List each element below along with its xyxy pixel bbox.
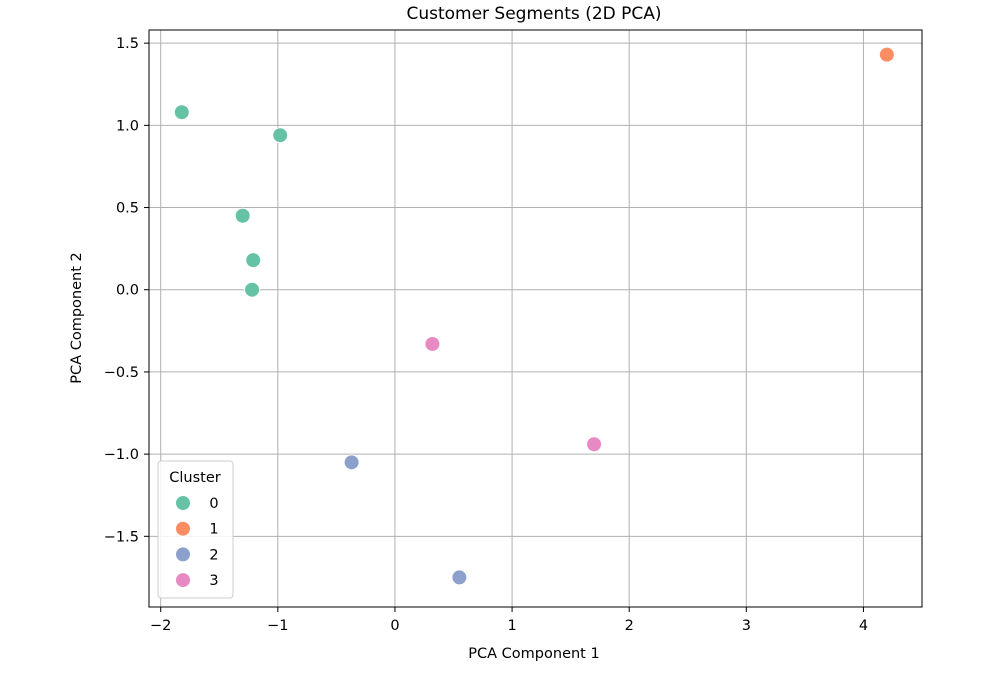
cluster-3-point — [586, 436, 603, 453]
cluster-0-point — [173, 104, 190, 121]
y-tick-label: −1.0 — [104, 447, 139, 463]
legend-label-1: 1 — [209, 522, 218, 538]
legend-box — [157, 460, 234, 599]
x-tick-label: −1 — [267, 618, 288, 634]
x-tick-label: 1 — [507, 618, 516, 634]
y-tick-label: −0.5 — [104, 365, 139, 381]
y-tick-label: 1.5 — [116, 36, 139, 52]
grid — [149, 30, 922, 607]
y-axis-label: PCA Component 2 — [69, 252, 85, 383]
chart-title: Customer Segments (2D PCA) — [406, 4, 661, 24]
legend-label-2: 2 — [209, 547, 218, 563]
x-tick-label: 4 — [859, 618, 868, 634]
cluster-0-point — [244, 281, 261, 298]
cluster-0-point — [245, 252, 262, 269]
legend-label-3: 3 — [209, 573, 218, 589]
legend-marker-3 — [175, 572, 191, 589]
x-axis-label: PCA Component 1 — [468, 646, 599, 662]
y-tick-label: 0.5 — [116, 201, 139, 217]
plot-area-frame — [148, 29, 923, 608]
y-tick-label: 1.0 — [116, 118, 139, 134]
legend: Cluster 0 1 2 3 — [157, 460, 234, 599]
x-tick-label: 0 — [390, 618, 399, 634]
x-tick-label: 2 — [625, 618, 634, 634]
legend-label-0: 0 — [209, 496, 218, 512]
legend-marker-0 — [175, 495, 191, 511]
data-points — [173, 46, 895, 586]
cluster-0-point — [234, 207, 251, 224]
y-axis-ticks: −1.5 −1.0 −0.5 0.0 0.5 1.0 1.5 — [104, 36, 149, 545]
x-axis-ticks: −2 −1 0 1 2 3 4 — [150, 607, 868, 634]
cluster-1-point — [878, 46, 895, 63]
cluster-2-point — [343, 454, 360, 471]
legend-marker-1 — [175, 520, 191, 537]
cluster-2-point — [451, 569, 468, 586]
cluster-3-point — [424, 335, 441, 352]
x-tick-label: −2 — [150, 618, 171, 634]
y-tick-label: 0.0 — [116, 283, 139, 299]
legend-entries: 0 1 2 3 — [175, 495, 219, 589]
legend-title: Cluster — [169, 470, 221, 486]
y-tick-label: −1.5 — [104, 529, 139, 545]
x-tick-label: 3 — [742, 618, 751, 634]
legend-marker-2 — [175, 546, 191, 563]
cluster-0-point — [272, 127, 289, 144]
